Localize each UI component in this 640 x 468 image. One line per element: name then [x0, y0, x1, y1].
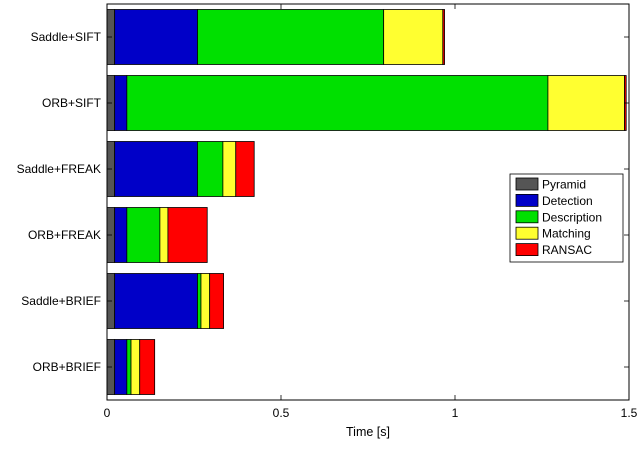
- bar-segment-ransac-4: [167, 207, 208, 263]
- legend-swatch-ransac: [515, 243, 539, 257]
- bar-segment-matching-5: [200, 273, 211, 329]
- bar-segment-ransac-5: [209, 273, 224, 329]
- x-tick-labels: 0 0.5 1 1.5: [104, 406, 638, 420]
- bar-segment-description-6: [126, 339, 132, 395]
- x-tick-label: 0.5: [273, 406, 290, 420]
- bar-segment-description-3: [197, 141, 224, 197]
- x-tick-label: 1.5: [621, 406, 638, 420]
- legend-swatch-detection: [515, 193, 539, 207]
- legend-swatch-pyramid: [515, 177, 539, 191]
- category-label: ORB+SIFT: [42, 96, 102, 110]
- legend-label-pyramid: Pyramid: [542, 178, 586, 192]
- bar-segment-description-4: [126, 207, 161, 263]
- plot-frame: [106, 3, 630, 401]
- legend-swatch-matching: [515, 226, 539, 240]
- x-axis-title: Time [s]: [346, 425, 390, 439]
- category-label: Saddle+SIFT: [31, 30, 102, 44]
- legend-label-detection: Detection: [542, 194, 593, 208]
- x-tick-label: 1: [452, 406, 459, 420]
- bar-segment-detection-5: [114, 273, 198, 329]
- legend-label-description: Description: [542, 210, 602, 224]
- bar-segment-detection-4: [114, 207, 128, 263]
- bar-segment-ransac-3: [235, 141, 255, 197]
- legend-swatch-description: [515, 210, 539, 224]
- bar-segment-detection-3: [114, 141, 198, 197]
- bar-segment-description-1: [197, 9, 385, 65]
- bar-segment-matching-1: [383, 9, 444, 65]
- bar-segment-description-2: [126, 75, 549, 131]
- x-tick-label: 0: [104, 406, 111, 420]
- bar-segment-description-5: [197, 273, 202, 329]
- category-label: ORB+BRIEF: [33, 360, 101, 374]
- legend-label-matching: Matching: [542, 227, 591, 241]
- category-label: Saddle+BRIEF: [21, 294, 101, 308]
- axes-layer: [106, 3, 630, 401]
- bars-layer: [106, 9, 627, 395]
- legend: Pyramid Detection Description Matching RANSA…: [509, 173, 624, 263]
- bar-segment-detection-1: [114, 9, 198, 65]
- category-label: ORB+FREAK: [28, 228, 101, 242]
- legend-label-ransac: RANSAC: [542, 243, 592, 257]
- bar-segment-ransac-6: [139, 339, 156, 395]
- bar-segment-detection-2: [114, 75, 128, 131]
- category-label: Saddle+FREAK: [17, 162, 101, 176]
- bar-segment-matching-3: [222, 141, 237, 197]
- bar-segment-matching-6: [130, 339, 141, 395]
- bar-segment-ransac-1: [442, 9, 445, 65]
- bar-segment-detection-6: [114, 339, 128, 395]
- bar-segment-matching-4: [159, 207, 169, 263]
- bar-segment-matching-2: [547, 75, 625, 131]
- category-labels: Saddle+SIFT ORB+SIFT Saddle+FREAK ORB+FREAK…: [17, 30, 102, 374]
